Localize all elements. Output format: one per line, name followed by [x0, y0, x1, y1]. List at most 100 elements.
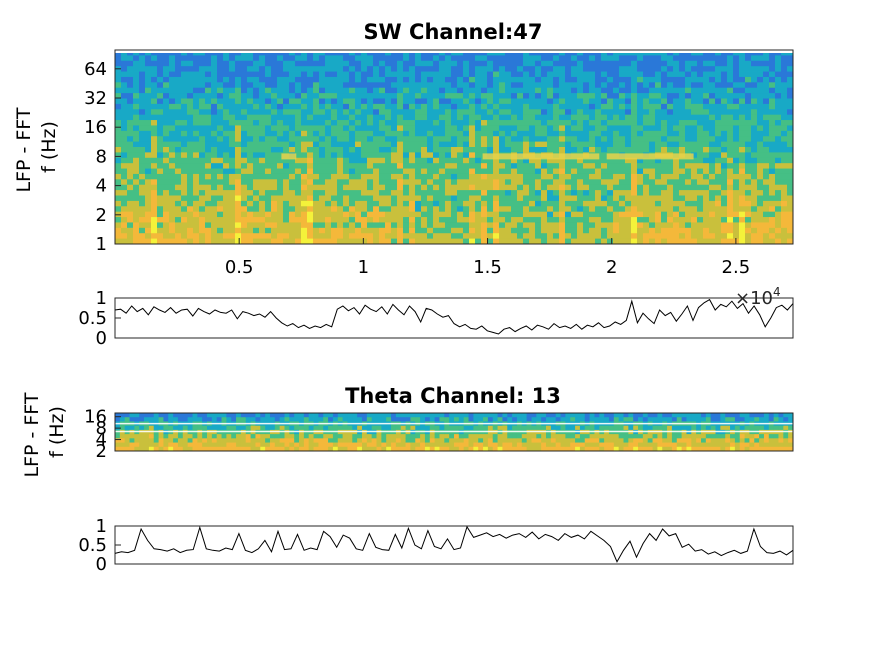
- spectrogram-cell: [217, 87, 224, 94]
- spectrogram-cell: [169, 114, 176, 121]
- spectrogram-cell: [523, 233, 530, 240]
- spectrogram-cell: [325, 163, 332, 169]
- spectrogram-cell: [397, 217, 404, 223]
- spectrogram-cell: [319, 217, 326, 223]
- spectrogram-cell: [373, 60, 380, 67]
- spectrogram-cell: [355, 71, 362, 78]
- spectrogram-cell: [133, 200, 140, 207]
- spectrogram-cell: [409, 76, 416, 83]
- spectrogram-cell: [709, 222, 716, 229]
- spectrogram-cell: [193, 98, 200, 105]
- spectrogram-cell: [197, 425, 203, 431]
- spectrogram-cell: [193, 136, 200, 143]
- spectrogram-cell: [313, 173, 320, 180]
- spectrogram-cell: [193, 125, 200, 132]
- spectrogram-cell: [547, 109, 554, 116]
- spectrogram-cell: [223, 103, 230, 110]
- spectrogram-cell: [463, 147, 470, 153]
- spectrogram-cell: [769, 125, 776, 132]
- spectrogram-cell: [235, 98, 242, 105]
- spectrogram-cell: [625, 222, 632, 229]
- spectrogram-cell: [175, 222, 182, 229]
- spectrogram-cell: [757, 179, 764, 186]
- spectrogram-cell: [775, 238, 782, 244]
- spectrogram-cell: [499, 136, 506, 143]
- spectrogram-cell: [613, 141, 620, 148]
- spectrogram-cell: [193, 184, 200, 191]
- spectrogram-cell: [535, 109, 542, 116]
- spectrogram-cell: [240, 417, 247, 422]
- spectrogram-cell: [313, 184, 320, 191]
- spectrogram-cell: [121, 173, 128, 180]
- spectrogram-cell: [433, 93, 440, 99]
- spectrogram-cell: [139, 152, 146, 159]
- spectrogram-cell: [271, 109, 278, 116]
- spectrogram-cell: [655, 109, 662, 116]
- spectrogram-cell: [181, 211, 188, 218]
- spectrogram-cell: [751, 157, 758, 164]
- spectrogram-cell: [325, 98, 332, 105]
- spectrogram-cell: [577, 190, 584, 196]
- spectrogram-cell: [445, 125, 452, 132]
- spectrogram-cell: [301, 125, 308, 132]
- spectrogram-cell: [781, 98, 788, 105]
- spectrogram-cell: [259, 114, 266, 121]
- spectrogram-cell: [415, 233, 422, 240]
- spectrogram-cell: [217, 60, 224, 67]
- spectrogram-cell: [139, 98, 146, 105]
- spectrogram-cell: [769, 190, 776, 196]
- spectrogram-cell: [175, 157, 182, 164]
- spectrogram-cell: [535, 93, 542, 99]
- spectrogram-cell: [386, 417, 392, 422]
- spectrogram-cell: [169, 93, 176, 99]
- spectrogram-cell: [427, 168, 434, 175]
- spectrogram-cell: [223, 109, 230, 116]
- spectrogram-cell: [541, 114, 548, 121]
- spectrogram-cell: [697, 157, 704, 164]
- spectrogram-cell: [295, 55, 302, 62]
- spectrogram-cell: [571, 82, 578, 89]
- spectrogram-cell: [139, 147, 146, 153]
- spectrogram-cell: [451, 60, 458, 67]
- xtick-label: 2: [606, 257, 617, 278]
- spectrogram-cell: [473, 438, 479, 443]
- spectrogram-cell: [739, 141, 746, 148]
- spectrogram-cell: [547, 168, 554, 175]
- spectrogram-cell: [769, 66, 776, 72]
- spectrogram-cell: [361, 200, 368, 207]
- spectrogram-cell: [589, 136, 596, 143]
- spectrogram-cell: [469, 114, 476, 121]
- spectrogram-cell: [253, 152, 260, 159]
- spectrogram-cell: [410, 438, 416, 443]
- spectrogram-cell: [318, 434, 324, 439]
- spectrogram-cell: [547, 76, 554, 83]
- spectrogram-cell: [697, 184, 704, 191]
- spectrogram-cell: [385, 147, 392, 153]
- spectrogram-cell: [649, 125, 656, 132]
- spectrogram-cell: [229, 76, 236, 83]
- spectrogram-cell: [613, 55, 620, 62]
- spectrogram-cell: [163, 114, 170, 121]
- spectrogram-cell: [410, 413, 416, 418]
- spectrogram-cell: [187, 87, 194, 94]
- spectrogram-cell: [451, 130, 458, 137]
- spectrogram-cell: [781, 55, 788, 62]
- spectrogram-cell: [685, 163, 692, 169]
- spectrogram-cell: [535, 184, 542, 191]
- spectrogram-cell: [673, 103, 680, 110]
- spectrogram-cell: [667, 227, 674, 234]
- spectrogram-cell: [295, 179, 302, 186]
- spectrogram-cell: [421, 168, 428, 175]
- spectrogram-cell: [745, 66, 752, 72]
- spectrogram-cell: [697, 217, 704, 223]
- spectrogram-cell: [308, 446, 314, 451]
- spectrogram-cell: [685, 238, 692, 244]
- spectrogram-cell: [163, 442, 169, 448]
- spectrogram-cell: [715, 109, 722, 116]
- spectrogram-cell: [283, 184, 290, 191]
- spectrogram-cell: [169, 136, 176, 143]
- spectrogram-cell: [259, 120, 266, 126]
- spectrogram-cell: [217, 227, 224, 234]
- spectrogram-cell: [337, 425, 344, 431]
- spectrogram-cell: [175, 130, 182, 137]
